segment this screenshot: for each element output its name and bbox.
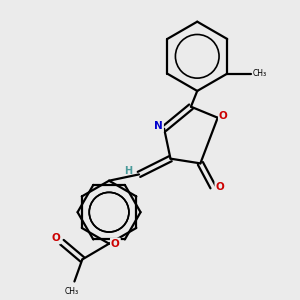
Text: O: O — [215, 182, 224, 192]
Text: H: H — [124, 166, 132, 176]
Text: O: O — [111, 239, 120, 249]
Text: O: O — [51, 233, 60, 243]
Text: O: O — [219, 111, 228, 121]
Text: N: N — [154, 121, 163, 131]
Text: CH₃: CH₃ — [252, 69, 267, 78]
Text: CH₃: CH₃ — [64, 287, 78, 296]
